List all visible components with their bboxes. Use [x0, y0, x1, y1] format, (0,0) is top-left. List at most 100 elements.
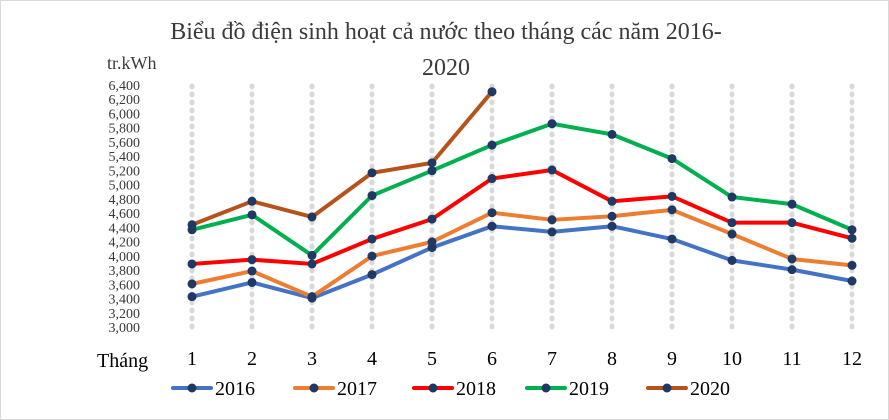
x-tick-label-8: 8 [607, 348, 617, 370]
data-point-2017-1 [187, 279, 197, 289]
series-2020 [187, 87, 497, 230]
legend-label-2019: 2019 [569, 378, 609, 400]
data-point-2019-5 [427, 166, 437, 176]
data-point-2016-6 [487, 221, 497, 231]
series-lines [187, 87, 857, 303]
data-point-2017-7 [547, 215, 557, 225]
series-line-2020 [190, 89, 494, 227]
x-tick-label-12: 12 [842, 348, 862, 370]
x-tick-label-3: 3 [307, 348, 317, 370]
y-tick-label: 6,400 [109, 79, 141, 94]
legend-swatch-marker-2020 [662, 383, 672, 393]
series-2017 [187, 205, 857, 302]
data-point-2016-8 [607, 221, 617, 231]
data-point-2019-11 [787, 199, 797, 209]
y-tick-label: 6,200 [109, 93, 141, 108]
legend-item-2017: 2017 [293, 378, 377, 400]
series-2019 [187, 119, 857, 260]
x-tick-label-11: 11 [782, 348, 801, 370]
data-point-2016-7 [547, 227, 557, 237]
y-tick-label: 5,400 [109, 150, 141, 165]
data-point-2019-8 [607, 129, 617, 139]
data-point-2019-6 [487, 140, 497, 150]
y-tick-label: 5,000 [109, 179, 141, 194]
data-point-2018-7 [547, 165, 557, 175]
legend-item-2019: 2019 [525, 378, 609, 400]
y-tick-label: 5,200 [109, 164, 141, 179]
legend-label-2018: 2018 [456, 378, 496, 400]
x-axis-ticks: 1 2 3 4 5 6 7 8 9 10 11 12 [187, 348, 862, 370]
x-tick-label-2: 2 [247, 348, 257, 370]
data-point-2017-9 [667, 205, 677, 215]
y-tick-label: 3,400 [109, 293, 141, 308]
data-point-2017-2 [247, 266, 257, 276]
y-tick-label: 6,000 [109, 107, 141, 122]
legend-swatch-marker-2018 [428, 383, 438, 393]
data-point-2017-11 [787, 254, 797, 264]
y-tick-label: 4,000 [109, 250, 141, 265]
data-point-2018-6 [487, 174, 497, 184]
chart-title-line2: 2020 [422, 55, 470, 81]
y-tick-label: 3,800 [109, 264, 141, 279]
legend-label-2020: 2020 [690, 378, 730, 400]
data-point-2018-8 [607, 196, 617, 206]
legend-item-2018: 2018 [412, 378, 496, 400]
data-point-2017-5 [427, 237, 437, 247]
data-point-2017-3 [307, 292, 317, 302]
data-point-2017-6 [487, 208, 497, 218]
legend-label-2016: 2016 [215, 378, 255, 400]
x-tick-label-10: 10 [722, 348, 742, 370]
data-point-2020-1 [187, 220, 197, 230]
y-tick-label: 3,600 [109, 278, 141, 293]
data-point-2019-2 [247, 210, 257, 220]
chart-title-line1: Biểu đồ điện sinh hoạt cả nước theo thán… [170, 19, 722, 45]
series-2018 [187, 165, 857, 269]
data-point-2018-1 [187, 259, 197, 269]
legend-item-2020: 2020 [646, 378, 730, 400]
data-point-2018-11 [787, 218, 797, 228]
legend-swatch-marker-2017 [309, 383, 319, 393]
data-point-2018-5 [427, 214, 437, 224]
data-point-2017-4 [367, 251, 377, 261]
y-tick-label: 4,400 [109, 221, 141, 236]
legend-item-2016: 2016 [171, 378, 255, 400]
data-point-2018-12 [847, 233, 857, 243]
data-point-2016-2 [247, 277, 257, 287]
data-point-2019-7 [547, 119, 557, 129]
data-point-2019-9 [667, 154, 677, 164]
data-point-2020-2 [247, 196, 257, 206]
legend-swatch-marker-2016 [187, 383, 197, 393]
x-tick-label-9: 9 [667, 348, 677, 370]
y-tick-label: 4,200 [109, 236, 141, 251]
series-line-2019 [190, 121, 854, 258]
x-tick-label-7: 7 [547, 348, 557, 370]
y-tick-label: 5,800 [109, 122, 141, 137]
data-point-2019-4 [367, 191, 377, 201]
x-tick-label-5: 5 [427, 348, 437, 370]
data-point-2017-12 [847, 260, 857, 270]
data-point-2017-8 [607, 211, 617, 221]
data-point-2016-1 [187, 292, 197, 302]
series-line-2017 [190, 207, 854, 299]
data-point-2019-12 [847, 225, 857, 235]
y-axis-unit-label: tr.kWh [107, 53, 157, 73]
y-tick-label: 3,200 [109, 307, 141, 322]
y-tick-label: 4,600 [109, 207, 141, 222]
data-point-2019-10 [727, 192, 737, 202]
y-tick-label: 4,800 [109, 193, 141, 208]
data-point-2016-9 [667, 234, 677, 244]
x-tick-label-1: 1 [187, 348, 197, 370]
y-tick-label: 5,600 [109, 136, 141, 151]
data-point-2020-3 [307, 212, 317, 222]
data-point-2016-10 [727, 255, 737, 265]
data-point-2018-3 [307, 259, 317, 269]
data-point-2020-6 [487, 87, 497, 97]
data-point-2020-5 [427, 158, 437, 168]
legend-swatch-marker-2019 [541, 383, 551, 393]
x-tick-label-4: 4 [367, 348, 377, 370]
y-axis-ticks: 3,0003,2003,4003,6003,8004,0004,2004,400… [109, 79, 141, 336]
data-point-2018-10 [727, 218, 737, 228]
y-tick-label: 3,000 [109, 321, 141, 336]
